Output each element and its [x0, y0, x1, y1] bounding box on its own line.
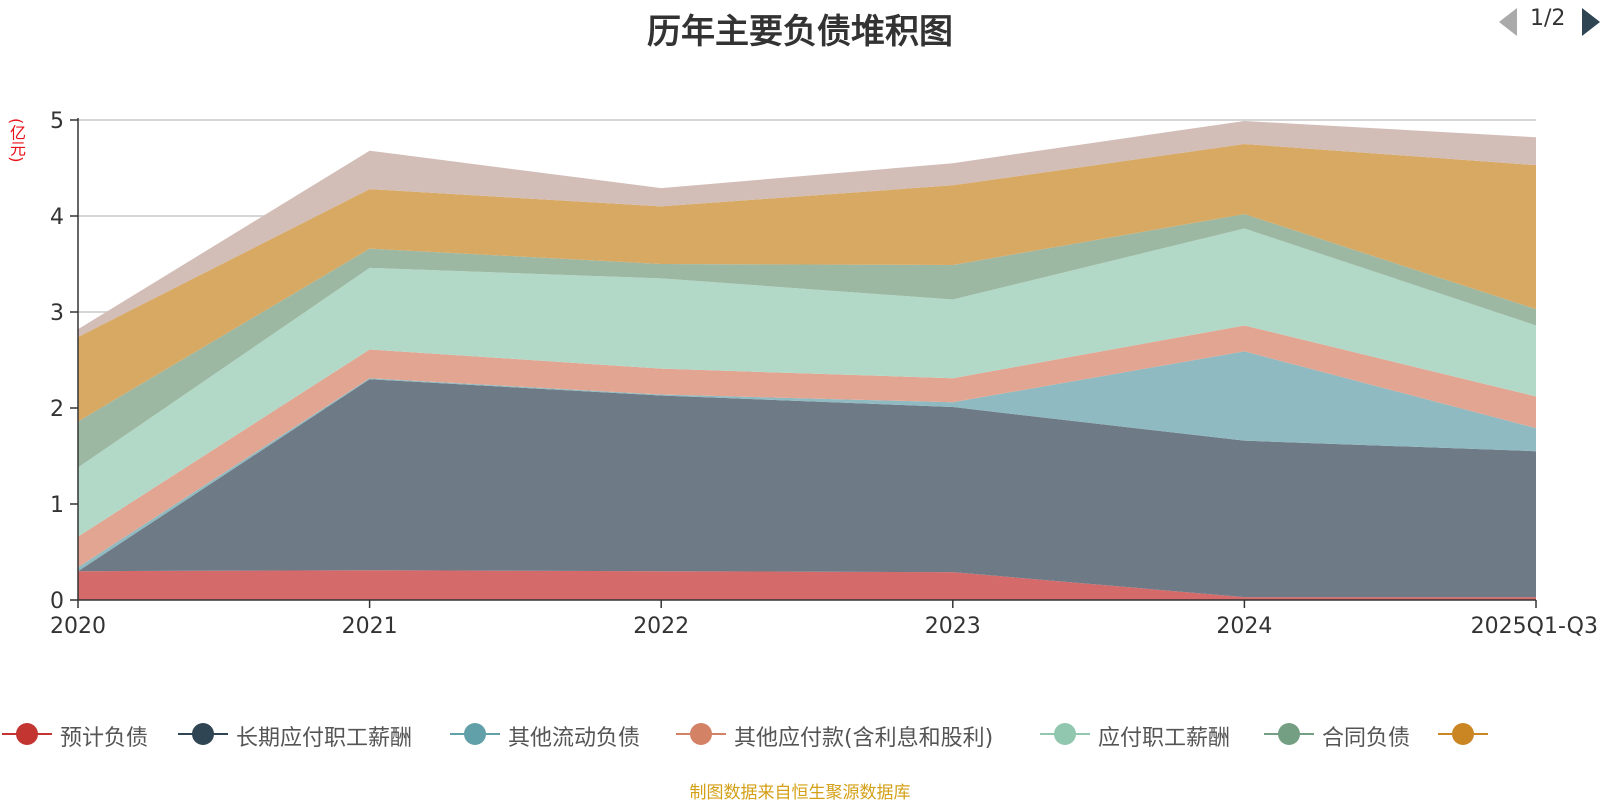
legend-dot-icon: [690, 723, 712, 745]
x-tick-label: 2020: [50, 614, 106, 639]
area-series-2: [78, 351, 1536, 572]
y-tick-label: 1: [50, 493, 64, 518]
legend-dot-icon: [192, 723, 214, 745]
legend-next-page-button[interactable]: [1582, 8, 1600, 36]
x-tick-label: 2024: [1216, 614, 1272, 639]
source-note: 制图数据来自恒生聚源数据库: [689, 783, 911, 803]
x-tick-label: 2025Q1-Q3: [1471, 614, 1598, 639]
area-series-5: [78, 214, 1536, 468]
legend-label: 其他应付款(含利息和股利): [734, 726, 994, 751]
legend-dot-icon: [1452, 723, 1474, 745]
legend-dot-icon: [464, 723, 486, 745]
legend-label: 长期应付职工薪酬: [236, 726, 413, 751]
legend-label: 应付职工薪酬: [1098, 726, 1231, 751]
area-series-6: [78, 144, 1536, 422]
legend-dot-icon: [1278, 723, 1300, 745]
area-series-3: [78, 325, 1536, 568]
y-tick-label: 2: [50, 397, 64, 422]
y-tick-label: 3: [50, 301, 64, 326]
area-series-0: [78, 570, 1536, 600]
area-series-7: [78, 120, 1536, 337]
y-axis-unit-label: (亿元): [7, 118, 26, 163]
chart-title: 历年主要负债堆积图: [647, 12, 953, 52]
legend-dot-icon: [1054, 723, 1076, 745]
legend-page-indicator: 1/2: [1530, 6, 1566, 31]
stacked-area-chart: 0 1 2 3 4 5 2020 2021 2022 2023 2024 2025Q1-Q3: [50, 109, 1598, 639]
x-tick-label: 2023: [925, 614, 981, 639]
area-series-4: [78, 228, 1536, 537]
legend-label: 其他流动负债: [508, 726, 641, 751]
legend-prev-page-button[interactable]: [1499, 8, 1517, 36]
y-tick-label: 5: [50, 109, 64, 134]
legend: 预计负债 长期应付职工薪酬 其他流动负债 其他应付款(含利息和股利) 应付职工薪酬 合同负…: [0, 714, 1600, 754]
area-series-1: [78, 379, 1536, 598]
legend-label: 预计负债: [60, 726, 149, 751]
axis-layer: 0 1 2 3 4 5 2020 2021 2022 2023 2024 2025Q1-Q3: [50, 109, 1598, 639]
y-tick-label: 0: [50, 589, 64, 614]
x-tick-label: 2021: [342, 614, 398, 639]
area-layer: [78, 120, 1536, 600]
legend-dot-icon: [16, 723, 38, 745]
x-tick-label: 2022: [633, 614, 689, 639]
y-tick-label: 4: [50, 205, 64, 230]
legend-label: 合同负债: [1322, 726, 1411, 751]
